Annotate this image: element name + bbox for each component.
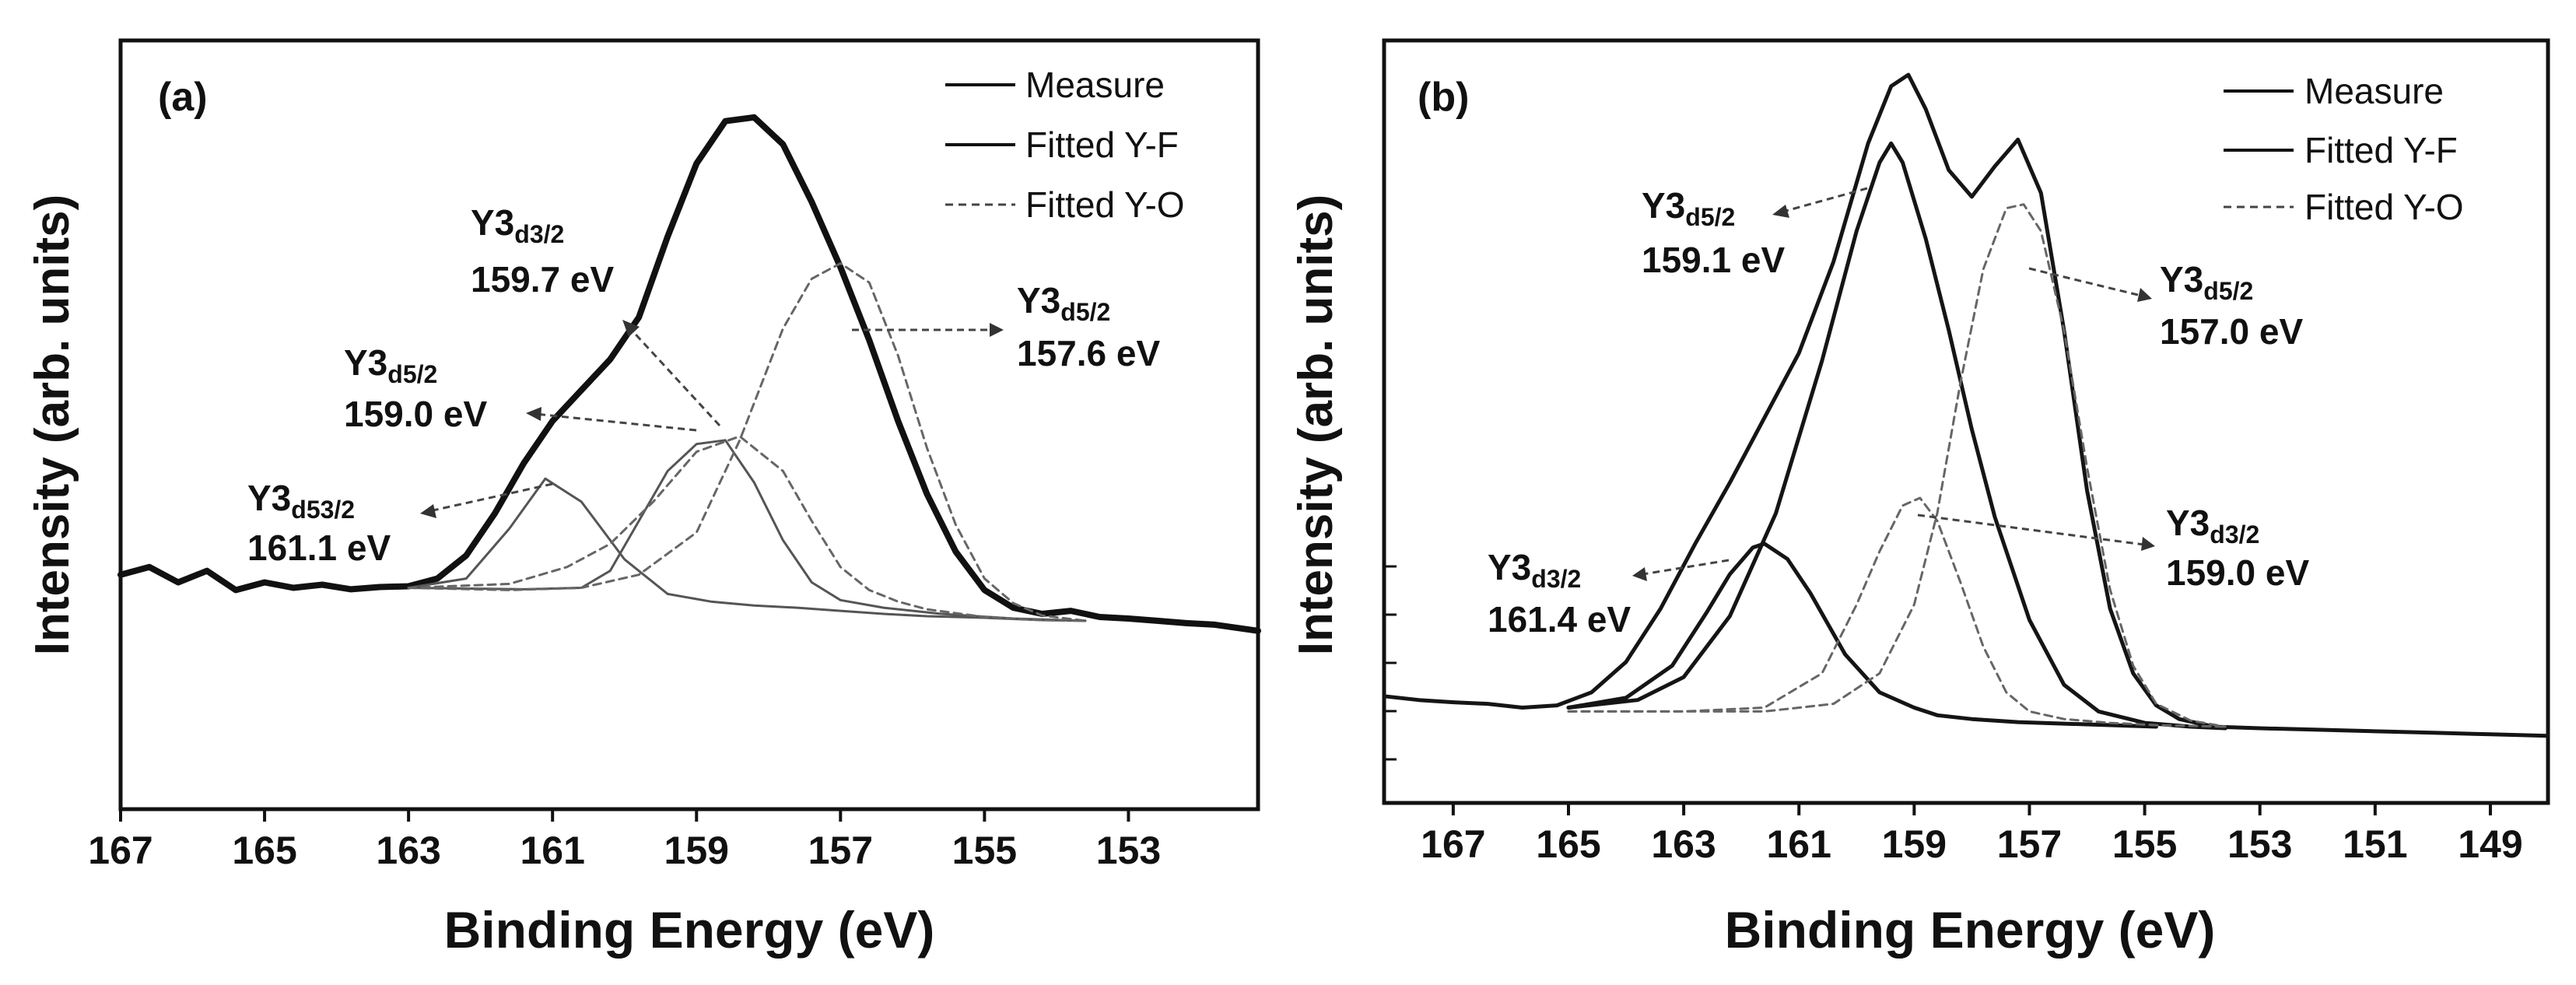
panel-a-label: (a) xyxy=(158,75,208,120)
annotation-arrow-line xyxy=(534,412,697,432)
panel-b-x-tick-label-165: 165 xyxy=(1536,822,1600,866)
panel-a-annotation-y3d532-161-1: Y3d53/2 161.1 eV xyxy=(247,478,553,568)
panel-b-x-ticks: 167 165 163 161 159 157 155 153 151 149 xyxy=(1421,803,2523,866)
panel-a-x-tick-label-161: 161 xyxy=(520,829,584,872)
annotation-arrow-line xyxy=(627,325,721,427)
panel-a-x-tick-label-155: 155 xyxy=(952,829,1017,872)
panel-a-series-fitted-y-o-3 xyxy=(407,435,1087,622)
panel-b-x-tick-label-153: 153 xyxy=(2227,822,2292,866)
panel-b-legend: Measure Fitted Y-F Fitted Y-O xyxy=(2224,71,2464,227)
annotation-label: Y3d3/2 xyxy=(471,202,564,248)
annotation-value: 159.7 eV xyxy=(471,259,614,300)
panel-b-y-ticks xyxy=(1384,565,1397,761)
panel-b: 167 165 163 161 159 157 155 153 151 149 (b) Inten… xyxy=(1289,38,2550,959)
annotation-label: Y3d3/2 xyxy=(2166,503,2259,549)
annotation-label: Y3d53/2 xyxy=(247,478,355,524)
annotation-value: 157.0 eV xyxy=(2160,311,2303,352)
annotation-arrow-head xyxy=(990,323,1004,337)
annotation-arrow-head xyxy=(1632,567,1647,581)
legend-label-fitted-y-o: Fitted Y-O xyxy=(1025,184,1185,225)
annotation-arrow-head xyxy=(2141,537,2155,551)
annotation-label: Y3d5/2 xyxy=(2160,259,2253,305)
annotation-value: 159.0 eV xyxy=(2166,552,2309,593)
legend-label-measure: Measure xyxy=(1025,65,1165,105)
panel-b-x-tick-label-163: 163 xyxy=(1651,822,1716,866)
annotation-arrow-head xyxy=(420,504,436,518)
annotation-arrow-head xyxy=(526,407,541,421)
panel-a: 167 165 163 161 159 157 155 153 (a) Intensity (… xyxy=(26,38,1261,959)
panel-b-x-axis-label: Binding Energy (eV) xyxy=(1725,901,2216,959)
annotation-label: Y3d5/2 xyxy=(1642,185,1735,231)
panel-a-series-fitted-y-f-1 xyxy=(407,477,1087,622)
panel-a-series-fitted-y-f-2 xyxy=(407,439,1087,622)
legend-label-measure: Measure xyxy=(2304,71,2444,111)
annotation-arrow-head xyxy=(2137,288,2152,302)
panel-b-series-fitted-y-o-3 xyxy=(1567,496,2227,728)
panel-b-x-tick-label-157: 157 xyxy=(1997,822,2062,866)
panel-b-x-tick-label-167: 167 xyxy=(1421,822,1485,866)
panel-b-series-fitted-y-f-1 xyxy=(1566,542,2158,729)
annotation-arrow-line xyxy=(2028,267,2142,297)
annotation-label: Y3d5/2 xyxy=(344,342,437,388)
panel-a-x-tick-label-165: 165 xyxy=(232,829,296,872)
annotation-arrow-line xyxy=(1917,514,2145,546)
panel-a-frame xyxy=(118,38,1260,811)
panel-a-x-ticks: 167 165 163 161 159 157 155 153 xyxy=(88,809,1161,872)
panel-a-x-tick-label-153: 153 xyxy=(1096,829,1161,872)
panel-b-curves xyxy=(1382,72,2550,738)
panel-b-x-tick-label-155: 155 xyxy=(2112,822,2177,866)
annotation-value: 161.1 eV xyxy=(247,528,391,568)
panel-b-x-tick-label-159: 159 xyxy=(1882,822,1947,866)
annotation-arrow-line xyxy=(1782,187,1868,213)
panel-b-y-axis-label: Intensity (arb. units) xyxy=(1289,195,1343,655)
legend-label-fitted-y-o: Fitted Y-O xyxy=(2304,187,2464,227)
panel-a-annotation-y3d32-159-7: Y3d3/2 159.7 eV xyxy=(471,202,721,427)
panel-b-annotation-y3d52-157-0: Y3d5/2 157.0 eV xyxy=(2028,259,2303,352)
panel-a-x-tick-label-167: 167 xyxy=(88,829,152,872)
panel-b-x-tick-label-161: 161 xyxy=(1767,822,1831,866)
panel-a-annotation-y3d52-159-0: Y3d5/2 159.0 eV xyxy=(344,342,697,434)
annotation-arrow-head xyxy=(1772,205,1789,218)
panel-b-annotation-y3d32-161-4: Y3d3/2 161.4 eV xyxy=(1488,547,1730,640)
panel-a-x-axis-label: Binding Energy (eV) xyxy=(444,901,935,959)
panel-b-annotation-y3d52-159-1: Y3d5/2 159.1 eV xyxy=(1642,185,1868,280)
panel-a-series-fitted-y-o-4 xyxy=(407,262,1087,622)
panel-a-x-tick-label-159: 159 xyxy=(664,829,729,872)
annotation-label: Y3d3/2 xyxy=(1488,547,1581,593)
annotation-arrow-line xyxy=(429,482,553,513)
annotation-value: 161.4 eV xyxy=(1488,599,1631,640)
panel-b-x-tick-label-149: 149 xyxy=(2458,822,2522,866)
annotation-arrow-head xyxy=(622,320,640,337)
panel-a-curves xyxy=(117,114,1261,634)
panel-a-legend: Measure Fitted Y-F Fitted Y-O xyxy=(945,65,1185,225)
legend-label-fitted-y-f: Fitted Y-F xyxy=(2304,130,2458,170)
panel-b-series-fitted-y-o-4 xyxy=(1567,203,2227,728)
annotation-value: 159.0 eV xyxy=(344,394,487,434)
annotation-value: 157.6 eV xyxy=(1017,333,1160,373)
panel-a-y-axis-label: Intensity (arb. units) xyxy=(26,195,79,655)
annotation-label: Y3d5/2 xyxy=(1017,280,1110,326)
panel-a-series-measure-0 xyxy=(117,114,1261,634)
panel-b-annotation-y3d32-159-0: Y3d3/2 159.0 eV xyxy=(1917,503,2309,593)
panel-b-x-tick-label-151: 151 xyxy=(2343,822,2407,866)
panel-a-x-tick-label-157: 157 xyxy=(808,829,873,872)
panel-a-x-tick-label-163: 163 xyxy=(376,829,440,872)
legend-label-fitted-y-f: Fitted Y-F xyxy=(1025,124,1179,165)
panel-b-frame xyxy=(1382,38,2550,805)
annotation-value: 159.1 eV xyxy=(1642,240,1785,280)
annotation-arrow-line xyxy=(1642,559,1730,576)
panel-b-label: (b) xyxy=(1418,75,1469,120)
panel-b-series-fitted-y-f-2 xyxy=(1566,141,2227,731)
panel-a-annotation-y3d52-157-6: Y3d5/2 157.6 eV xyxy=(852,280,1160,373)
